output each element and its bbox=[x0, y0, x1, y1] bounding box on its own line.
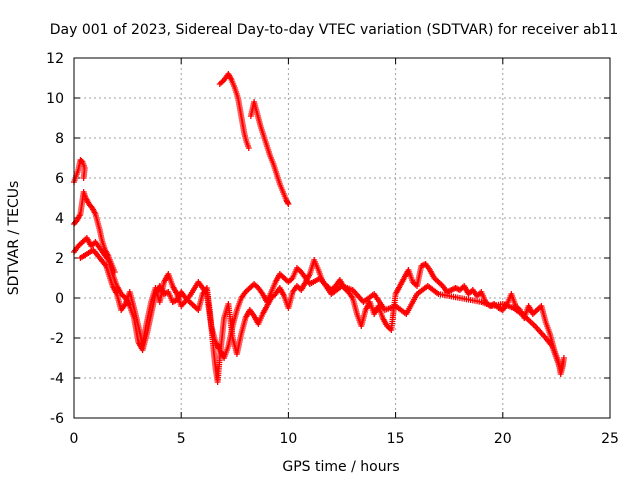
data-point bbox=[80, 175, 87, 181]
x-tick-label: 15 bbox=[387, 431, 405, 447]
y-tick-label: -2 bbox=[50, 331, 64, 347]
y-tick-label: -4 bbox=[50, 371, 64, 387]
y-axis-label: SDTVAR / TECUs bbox=[6, 181, 22, 296]
y-tick-label: 0 bbox=[55, 291, 64, 307]
data-point bbox=[284, 199, 291, 206]
y-tick-label: 10 bbox=[46, 91, 64, 107]
x-axis-label: GPS time / hours bbox=[282, 459, 399, 475]
data-point bbox=[285, 201, 292, 207]
x-tick-label: 25 bbox=[601, 431, 619, 447]
data-point bbox=[559, 359, 566, 365]
y-tick-label: 12 bbox=[46, 51, 64, 67]
y-tick-label: 2 bbox=[55, 251, 64, 267]
series-secondary-band bbox=[77, 247, 566, 373]
chart-title: Day 001 of 2023, Sidereal Day-to-day VTE… bbox=[50, 22, 619, 38]
y-tick-label: 8 bbox=[55, 131, 64, 147]
data-point bbox=[560, 355, 567, 361]
x-tick-label: 10 bbox=[279, 431, 297, 447]
y-tick-label: 6 bbox=[55, 171, 64, 187]
x-tick-label: 20 bbox=[494, 431, 512, 447]
data-point bbox=[245, 145, 252, 151]
x-tick-label: 0 bbox=[70, 431, 79, 447]
series-early-decay bbox=[71, 189, 118, 275]
y-tick-label: 4 bbox=[55, 211, 64, 227]
marker-layer bbox=[71, 71, 567, 385]
grid-layer bbox=[74, 58, 610, 418]
x-tick-label: 5 bbox=[177, 431, 186, 447]
y-tick-label: -6 bbox=[50, 411, 64, 427]
plot-frame bbox=[73, 57, 611, 419]
series-evening-high-1 bbox=[216, 71, 252, 151]
tick-layer: 0 5 10 15 20 25 -6 -4 -2 0 2 4 6 8 10 12 bbox=[46, 51, 619, 447]
series-evening-high-2 bbox=[247, 99, 292, 207]
